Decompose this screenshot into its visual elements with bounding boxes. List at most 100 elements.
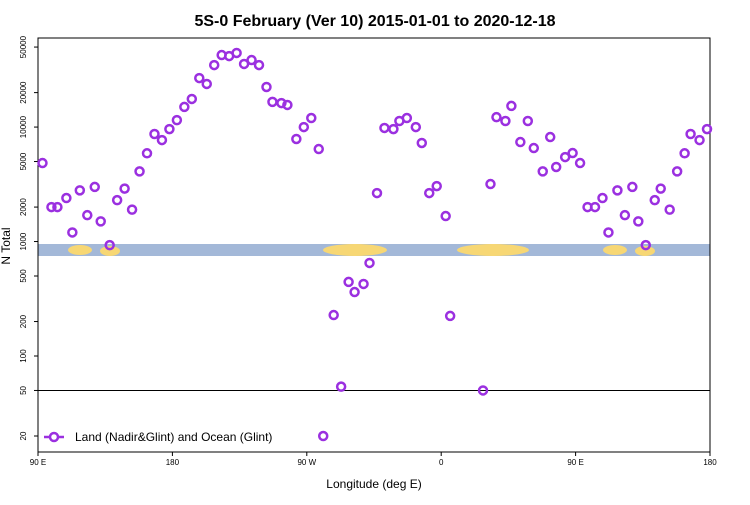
x-axis-label: Longitude (deg E) xyxy=(326,477,421,491)
point xyxy=(612,185,623,196)
point xyxy=(371,187,383,199)
point xyxy=(500,115,511,127)
point xyxy=(171,114,183,126)
y-tick-label: 20 xyxy=(19,431,28,440)
y-axis-label: N Total xyxy=(0,227,13,264)
point xyxy=(46,201,57,213)
point xyxy=(261,81,272,93)
y-tick-label: 200 xyxy=(19,314,28,328)
point xyxy=(317,430,329,442)
point xyxy=(679,148,690,159)
point xyxy=(126,204,138,215)
point xyxy=(37,157,48,169)
point xyxy=(431,180,442,192)
point xyxy=(179,101,190,113)
point xyxy=(440,210,451,222)
point xyxy=(664,204,675,215)
point xyxy=(633,216,644,227)
y-tick-label: 50000 xyxy=(19,35,28,58)
point xyxy=(574,157,586,169)
point xyxy=(74,185,86,196)
point xyxy=(477,385,489,396)
point xyxy=(379,122,390,134)
legend-marker xyxy=(48,431,60,443)
point xyxy=(506,100,517,112)
point xyxy=(694,134,705,146)
point xyxy=(306,112,317,124)
y-tick-label: 2000 xyxy=(19,198,28,216)
point xyxy=(491,111,502,123)
x-tick-label: 90 W xyxy=(297,458,316,467)
point xyxy=(567,147,578,159)
point xyxy=(364,257,375,269)
point xyxy=(410,121,422,133)
point xyxy=(276,97,287,109)
point xyxy=(485,178,496,190)
point xyxy=(416,137,428,149)
x-tick-label: 180 xyxy=(703,458,717,467)
point xyxy=(253,59,265,71)
plot-frame xyxy=(37,37,711,453)
point xyxy=(246,54,257,66)
x-tick-label: 0 xyxy=(439,458,444,467)
point xyxy=(401,112,413,124)
point xyxy=(82,209,93,221)
point xyxy=(291,133,302,145)
x-tick-label: 90 E xyxy=(567,458,583,467)
point xyxy=(343,276,354,288)
point xyxy=(335,381,347,392)
point xyxy=(522,115,534,127)
y-tick-label: 10000 xyxy=(19,115,28,138)
point xyxy=(164,123,175,135)
point xyxy=(89,181,100,193)
y-tick-label: 20000 xyxy=(19,81,28,104)
point xyxy=(194,72,205,84)
point xyxy=(685,128,696,140)
point xyxy=(515,136,526,148)
point xyxy=(201,78,212,90)
point xyxy=(95,216,106,227)
map-strip xyxy=(38,244,710,256)
point xyxy=(619,209,631,221)
chart-title: 5S-0 February (Ver 10) 2015-01-01 to 202… xyxy=(194,13,555,30)
point xyxy=(444,310,456,322)
point xyxy=(544,131,556,143)
y-tick-label: 50 xyxy=(19,385,28,394)
point xyxy=(111,194,123,206)
point xyxy=(349,286,360,298)
point xyxy=(537,166,548,177)
point xyxy=(267,96,278,108)
point xyxy=(282,99,293,111)
point xyxy=(559,151,571,163)
point xyxy=(528,142,540,154)
point xyxy=(597,192,608,204)
y-tick-label: 100 xyxy=(19,349,28,363)
point xyxy=(231,47,242,59)
point xyxy=(655,183,666,194)
point xyxy=(208,59,220,71)
point xyxy=(67,227,78,238)
legend-label: Land (Nadir&Glint) and Ocean (Glint) xyxy=(75,430,272,444)
point xyxy=(358,278,369,290)
point xyxy=(627,181,638,193)
x-tick-label: 90 E xyxy=(30,458,46,467)
point xyxy=(328,309,339,321)
point xyxy=(186,93,198,105)
y-tick-label: 500 xyxy=(19,269,28,283)
point xyxy=(52,201,63,213)
point xyxy=(104,239,115,251)
y-tick-label: 5000 xyxy=(19,152,28,170)
point xyxy=(701,123,713,135)
point xyxy=(424,187,435,199)
point xyxy=(649,194,660,206)
point xyxy=(61,192,72,204)
point xyxy=(149,128,160,140)
point xyxy=(550,161,562,173)
point xyxy=(141,148,153,159)
point xyxy=(298,121,310,133)
y-tick-label: 1000 xyxy=(19,232,28,250)
point xyxy=(134,166,145,177)
point xyxy=(589,201,601,213)
point xyxy=(640,239,652,251)
